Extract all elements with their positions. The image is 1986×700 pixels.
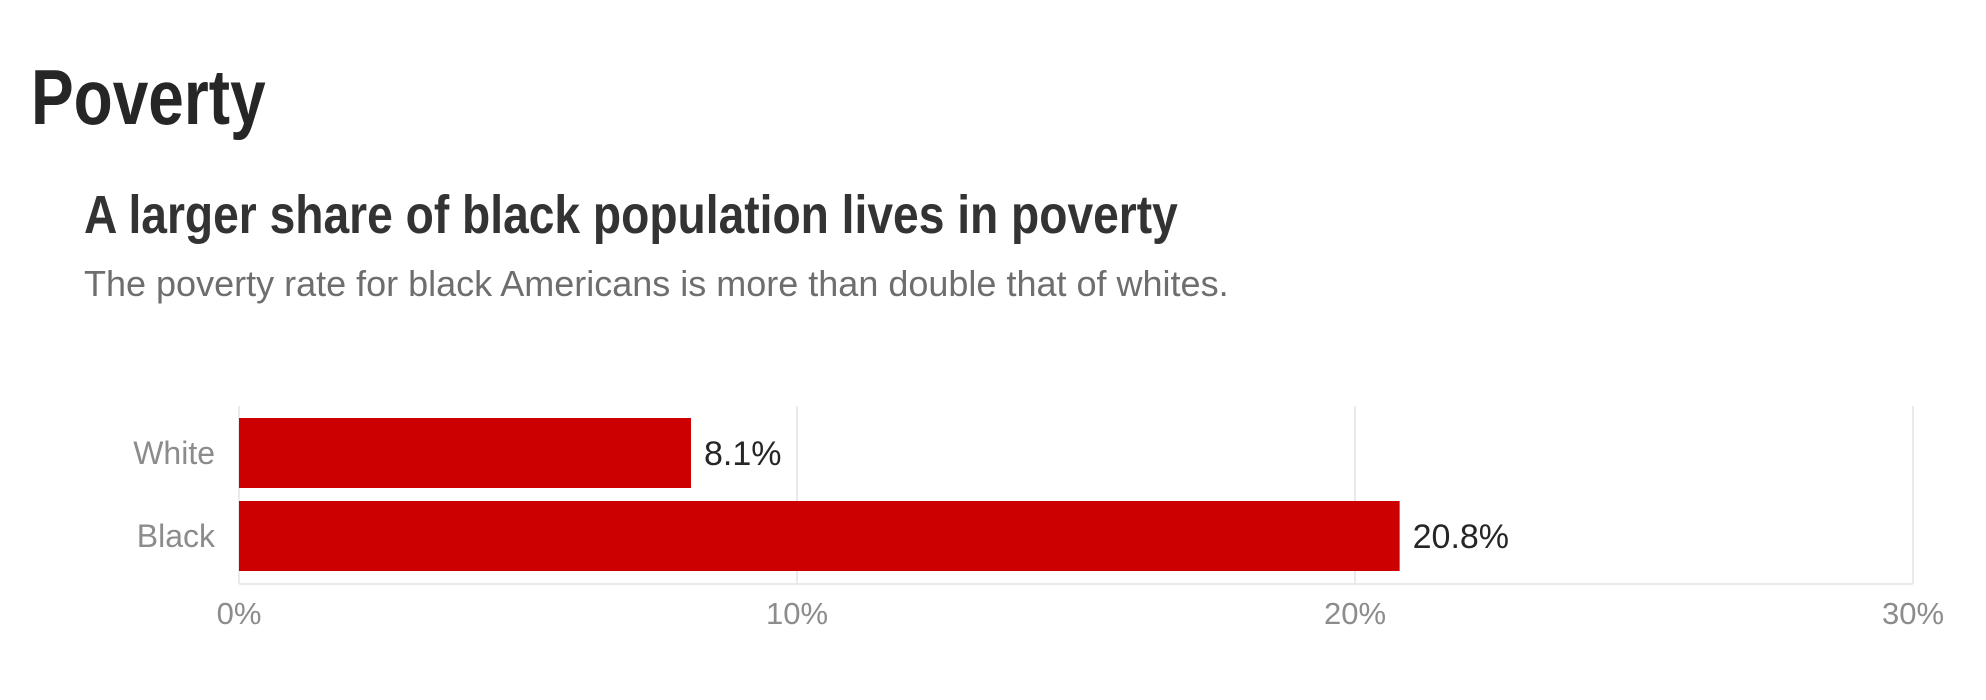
section-title: Poverty [31, 53, 266, 141]
y-category-label: Black [137, 518, 216, 554]
chart-subtitle: The poverty rate for black Americans is … [84, 263, 1229, 304]
x-tick-label: 10% [766, 596, 828, 631]
bar-black [239, 501, 1400, 571]
chart-title: A larger share of black population lives… [84, 185, 1178, 245]
labels: 0% 10% 20% 30% White 8.1% Black 20.8% [133, 435, 1944, 631]
y-category-label: White [133, 435, 215, 471]
data-label: 8.1% [704, 435, 782, 473]
x-tick-label: 20% [1324, 596, 1386, 631]
bars [239, 418, 1400, 571]
x-tick-label: 0% [217, 596, 262, 631]
bar-white [239, 418, 691, 488]
x-tick-label: 30% [1882, 596, 1944, 631]
data-label: 20.8% [1413, 518, 1509, 556]
